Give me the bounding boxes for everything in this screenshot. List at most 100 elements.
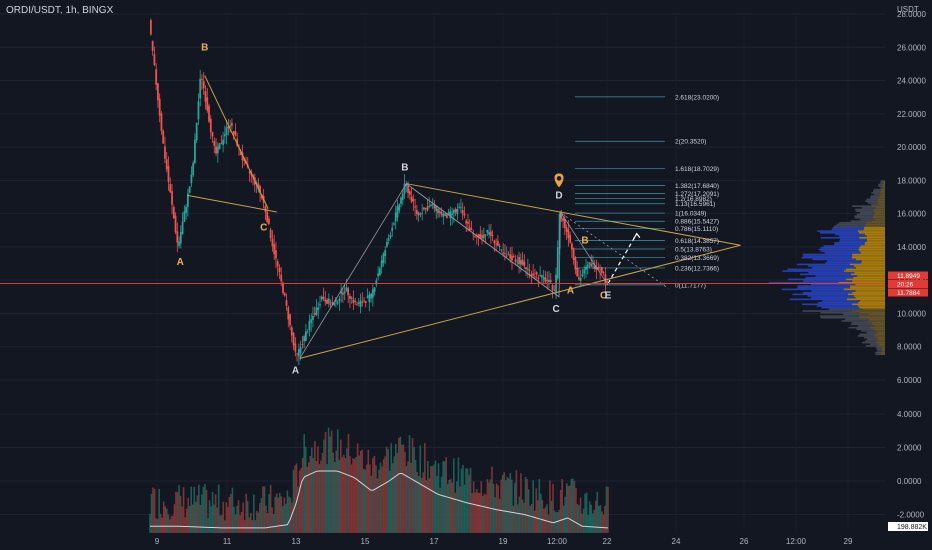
price-tick-label: 6.0000 <box>897 376 922 385</box>
volume-profile-bar <box>821 306 860 309</box>
volume-bar <box>294 465 296 533</box>
volume-bar <box>214 494 217 533</box>
volume-bar <box>347 433 350 533</box>
volume-bar <box>187 497 189 533</box>
volume-profile-bar <box>855 290 885 292</box>
price-tick-label: 18.0000 <box>897 176 926 185</box>
fib-level-label: 1.13(16.5961) <box>675 201 715 208</box>
volume-profile-bar <box>802 303 852 306</box>
volume-profile-bar <box>876 336 885 339</box>
volume-profile-bar <box>854 217 873 219</box>
volume-profile-bar <box>797 263 850 266</box>
candle-body <box>456 208 459 215</box>
candle-body <box>421 213 424 214</box>
candle-body <box>236 138 239 146</box>
volume-bar <box>253 494 255 533</box>
candle-body <box>167 166 170 182</box>
volume-profile-bar <box>859 333 875 336</box>
volume-profile-bar <box>880 193 885 196</box>
volume-bar <box>570 479 573 533</box>
volume-profile-bar <box>883 182 885 184</box>
volume-bar <box>393 456 396 533</box>
candle-body <box>356 304 358 306</box>
candle-body <box>165 159 168 170</box>
volume-bar <box>422 472 425 533</box>
volume-bar <box>317 446 319 533</box>
volume-bar <box>396 453 399 533</box>
volume-bar <box>199 505 202 533</box>
volume-bar <box>208 500 211 533</box>
volume-profile-bar <box>862 341 876 344</box>
volume-bar <box>230 493 232 533</box>
candle-body <box>447 212 450 215</box>
volume-bar <box>398 438 400 533</box>
candle-body <box>257 183 260 189</box>
volume-bar <box>451 482 454 533</box>
volume-profile-bar <box>801 256 852 259</box>
volume-profile-bar <box>803 255 853 257</box>
candle-body <box>211 132 214 137</box>
volume-bar <box>394 443 397 533</box>
candle-body <box>512 256 515 257</box>
candle-body <box>181 221 184 234</box>
candle-body <box>216 146 219 154</box>
volume-bar <box>248 517 251 533</box>
volume-bar <box>324 432 327 533</box>
volume-bar <box>222 501 225 533</box>
wave-label: B <box>201 43 208 54</box>
fib-level-label: 1.272(17.2091) <box>675 191 719 198</box>
volume-bar <box>359 450 362 533</box>
volume-bar <box>485 494 487 533</box>
volume-profile-bar <box>873 193 881 196</box>
candle-body <box>192 162 195 175</box>
volume-bar <box>268 493 270 533</box>
volume-bar <box>298 470 301 533</box>
volume-profile-bar <box>882 185 885 188</box>
volume-profile-bar <box>792 293 849 296</box>
volume-bar <box>482 495 484 533</box>
volume-bar <box>387 449 389 533</box>
volume-badge <box>888 522 928 531</box>
candle-body <box>489 231 492 236</box>
volume-bar <box>193 486 196 533</box>
volume-ma-line <box>150 470 609 529</box>
volume-profile-bar <box>815 275 858 277</box>
volume-bar <box>503 472 505 533</box>
candle-body <box>317 307 320 311</box>
volume-bar <box>315 461 318 533</box>
volume-bar <box>575 488 577 533</box>
volume-profile-bar <box>850 220 872 222</box>
volume-profile-bar <box>877 202 885 204</box>
volume-bar <box>405 466 408 533</box>
volume-profile-bar <box>880 182 884 184</box>
price-badge <box>888 288 928 297</box>
candle-body <box>444 213 446 216</box>
volume-bar <box>434 460 437 533</box>
candle-body <box>368 294 371 302</box>
volume-bar <box>346 448 348 533</box>
volume-bar <box>579 497 582 533</box>
volume-bar <box>491 466 493 533</box>
candle-body <box>204 90 207 102</box>
volume-bar <box>246 500 249 533</box>
volume-profile-bar <box>855 296 885 299</box>
fib-level-label: 0(11.7177) <box>675 282 706 289</box>
candle-body <box>229 125 232 128</box>
volume-profile-bar <box>819 315 859 317</box>
price-tick-label: 8.0000 <box>897 343 922 352</box>
candle-body <box>590 263 593 267</box>
volume-bar <box>165 508 168 533</box>
volume-profile-bar <box>880 187 884 189</box>
volume-profile-bar <box>855 210 874 212</box>
candle-body <box>345 287 348 292</box>
volume-bar <box>356 443 359 533</box>
volume-profile-bar <box>865 223 885 226</box>
volume-profile-bar <box>855 283 885 286</box>
volume-bar <box>321 453 324 533</box>
candle-body <box>491 234 494 236</box>
volume-profile-bar <box>787 268 846 271</box>
price-unit: USDT <box>897 5 919 14</box>
volume-bar <box>198 484 200 533</box>
candle-body <box>438 211 441 214</box>
